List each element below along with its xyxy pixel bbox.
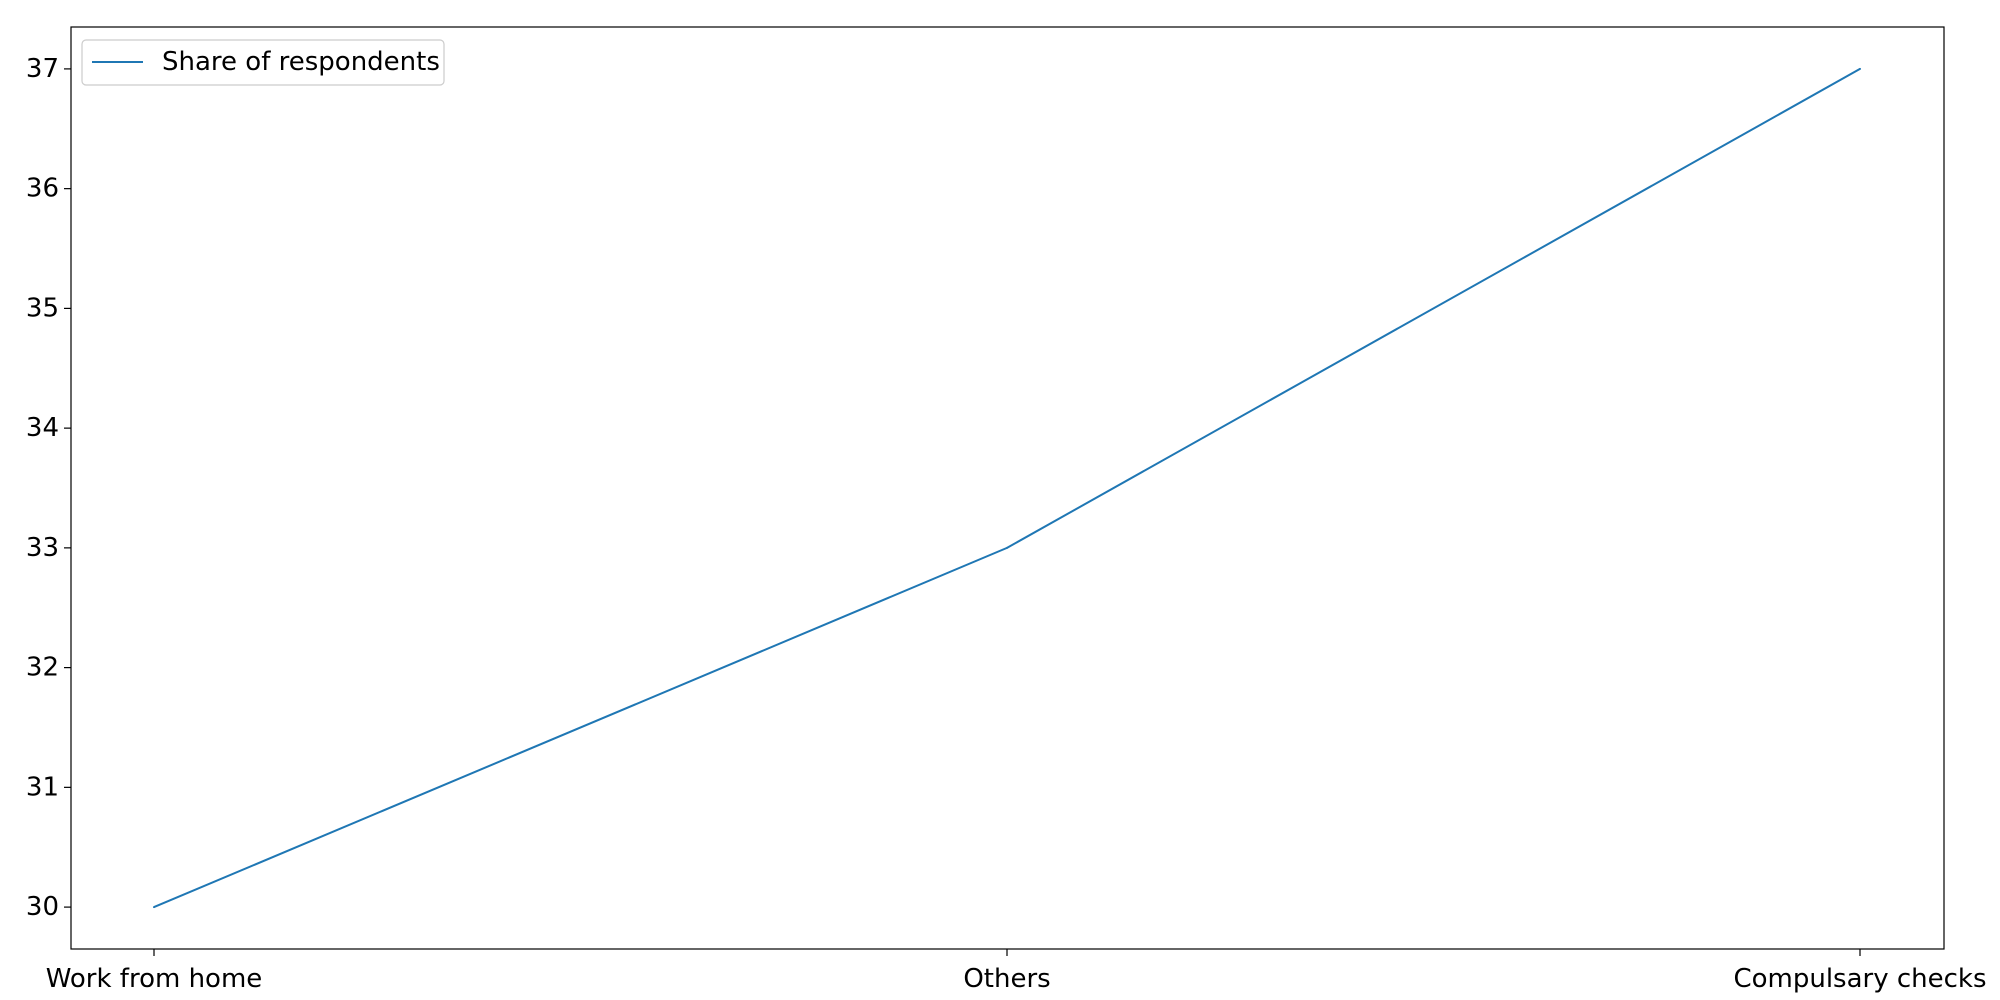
- x-tick-label-others: Others: [963, 964, 1050, 994]
- y-tick-label: 33: [26, 533, 59, 563]
- data-point-work-from-home: [153, 906, 155, 909]
- x-tick-label-compulsary-checks: Compulsary checks: [1733, 964, 1986, 994]
- x-axis-ticks: Work from home Others Compulsary checks: [46, 949, 1987, 994]
- plot-area-frame: [70, 26, 1945, 950]
- legend: Share of respondents: [81, 39, 445, 86]
- legend-box: [81, 39, 445, 86]
- y-tick-label: 32: [26, 653, 59, 683]
- y-axis-ticks: 30 31 32 33 34 35 36 37: [26, 54, 71, 922]
- y-tick-label: 36: [26, 174, 59, 204]
- x-tick-label-work-from-home: Work from home: [46, 964, 263, 994]
- y-tick-label: 37: [26, 54, 59, 84]
- y-tick-label: 35: [26, 293, 59, 323]
- data-point-compulsary-checks: [1859, 67, 1861, 70]
- legend-label-share-of-respondents: Share of respondents: [162, 47, 440, 77]
- y-tick-label: 31: [26, 772, 59, 802]
- data-point-others: [1006, 546, 1008, 549]
- y-tick-label: 30: [26, 892, 59, 922]
- series-layer: [153, 67, 1861, 909]
- y-tick-label: 34: [26, 413, 59, 443]
